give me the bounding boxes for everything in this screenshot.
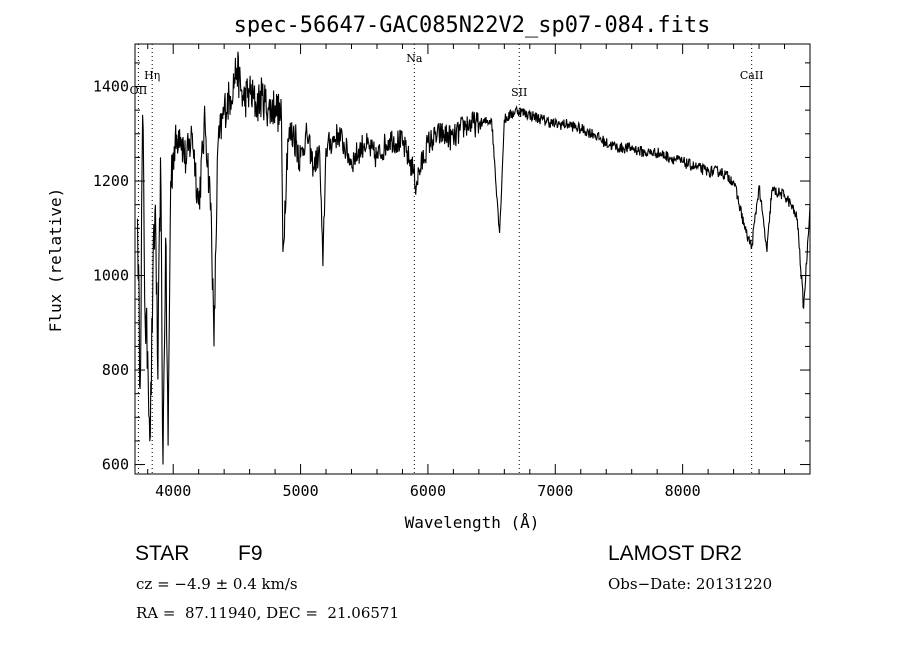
object-class: STAR — [135, 542, 190, 565]
observation-date: Obs−Date: 20131220 — [608, 575, 773, 593]
spectrum-line — [136, 51, 811, 465]
marker-label: Na — [406, 52, 423, 65]
coordinates: RA = 87.11940, DEC = 21.06571 — [136, 604, 400, 622]
marker-label: OII — [130, 84, 148, 97]
subclass: F9 — [238, 542, 263, 565]
marker-label: Hη — [144, 69, 160, 82]
y-tick-label: 1200 — [93, 172, 129, 190]
y-tick-label: 800 — [102, 361, 129, 379]
chart-title: spec-56647-GAC085N22V2_sp07-084.fits — [234, 13, 711, 38]
x-tick-label: 7000 — [537, 482, 573, 500]
x-tick-label: 5000 — [283, 482, 319, 500]
x-axis-label: Wavelength (Å) — [405, 513, 540, 532]
x-tick-label: 8000 — [665, 482, 701, 500]
marker-label: SII — [511, 86, 527, 99]
plot-area: OII Hη Na SII CaII 4000 5000 6000 7000 8000 600 800… — [93, 43, 811, 500]
y-tick-label: 1000 — [93, 267, 129, 285]
y-tick-label: 600 — [102, 456, 129, 474]
marker-label: CaII — [740, 69, 764, 82]
y-axis-label: Flux (relative) — [46, 188, 65, 333]
redshift-cz: cz = −4.9 ± 0.4 km/s — [136, 575, 298, 593]
x-tick-label: 4000 — [155, 482, 191, 500]
survey-name: LAMOST DR2 — [608, 542, 742, 565]
y-tick-label: 1400 — [93, 78, 129, 96]
plot-frame — [134, 43, 811, 475]
x-tick-label: 6000 — [410, 482, 446, 500]
